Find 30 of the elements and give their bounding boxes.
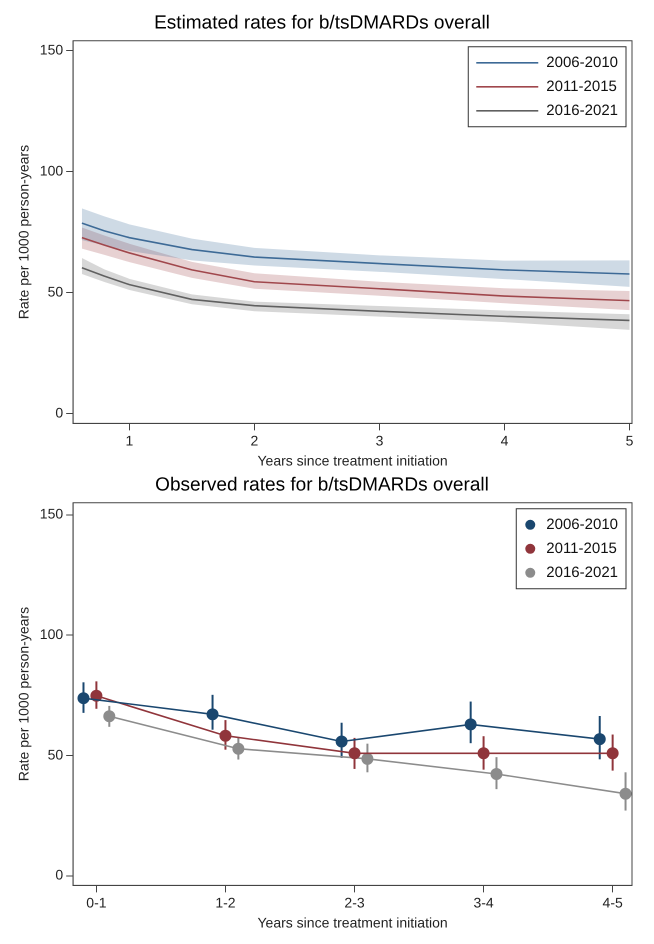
y-tick-label: 50: [48, 746, 64, 762]
x-tick-label: 4: [500, 432, 509, 449]
y-tick-label: 150: [40, 506, 64, 522]
x-tick-label: 2-3: [344, 894, 365, 911]
y-tick-label: 100: [40, 162, 64, 178]
chart-title: Observed rates for b/tsDMARDs overall: [155, 474, 489, 496]
y-axis-title: Rate per 1000 person-years: [15, 606, 32, 782]
x-axis-title: Years since treatment initiation: [258, 914, 448, 930]
x-tick-label: 1: [126, 432, 134, 449]
x-tick-label: 3-4: [473, 894, 494, 911]
legend-label: 2006-2010: [546, 516, 618, 533]
legend-label: 2011-2015: [546, 78, 617, 95]
y-axis-title: Rate per 1000 person-years: [15, 144, 32, 320]
x-axis-title: Years since treatment initiation: [258, 452, 448, 468]
x-tick-label: 4-5: [602, 894, 623, 911]
y-tick-label: 0: [55, 404, 64, 421]
y-tick-label: 0: [55, 866, 64, 883]
x-tick-label: 2: [250, 432, 259, 449]
y-tick-label: 100: [40, 626, 64, 642]
y-tick-label: 50: [48, 283, 64, 300]
x-tick-label: 5: [626, 432, 634, 449]
legend-label: 2006-2010: [546, 54, 618, 71]
x-tick-label: 1-2: [215, 894, 236, 911]
x-tick-label: 3: [376, 432, 384, 449]
x-tick-label: 0-1: [86, 894, 107, 911]
legend-label: 2011-2015: [546, 540, 617, 557]
legend-label: 2016-2021: [546, 102, 618, 119]
chart-title: Estimated rates for b/tsDMARDs overall: [154, 12, 490, 34]
legend-label: 2016-2021: [546, 564, 618, 581]
y-tick-label: 150: [40, 41, 64, 58]
